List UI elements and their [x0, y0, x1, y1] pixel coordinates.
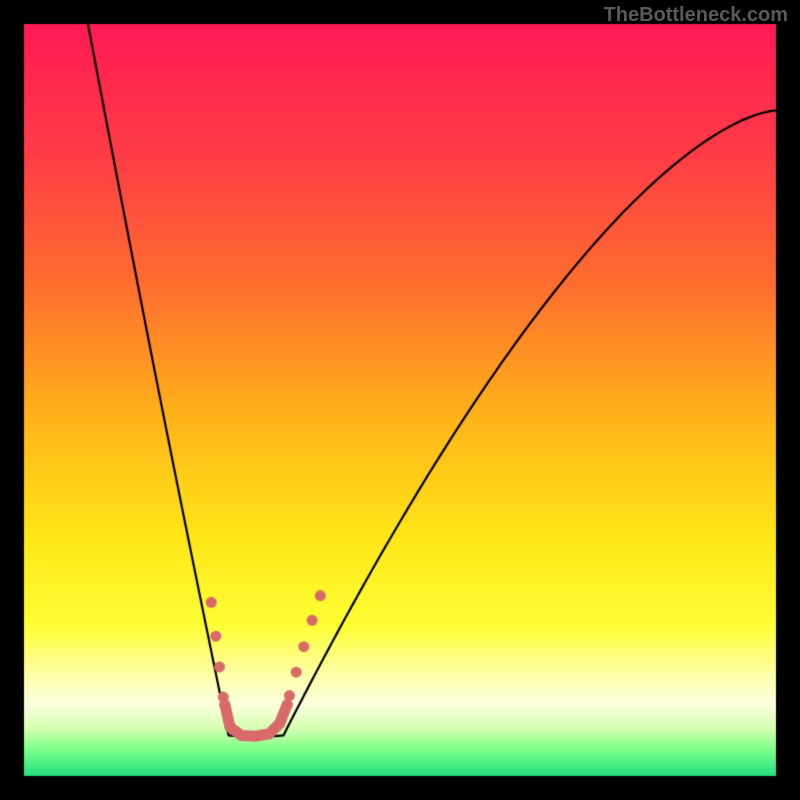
- bottleneck-chart-canvas: [0, 0, 800, 800]
- chart-stage: TheBottleneck.com: [0, 0, 800, 800]
